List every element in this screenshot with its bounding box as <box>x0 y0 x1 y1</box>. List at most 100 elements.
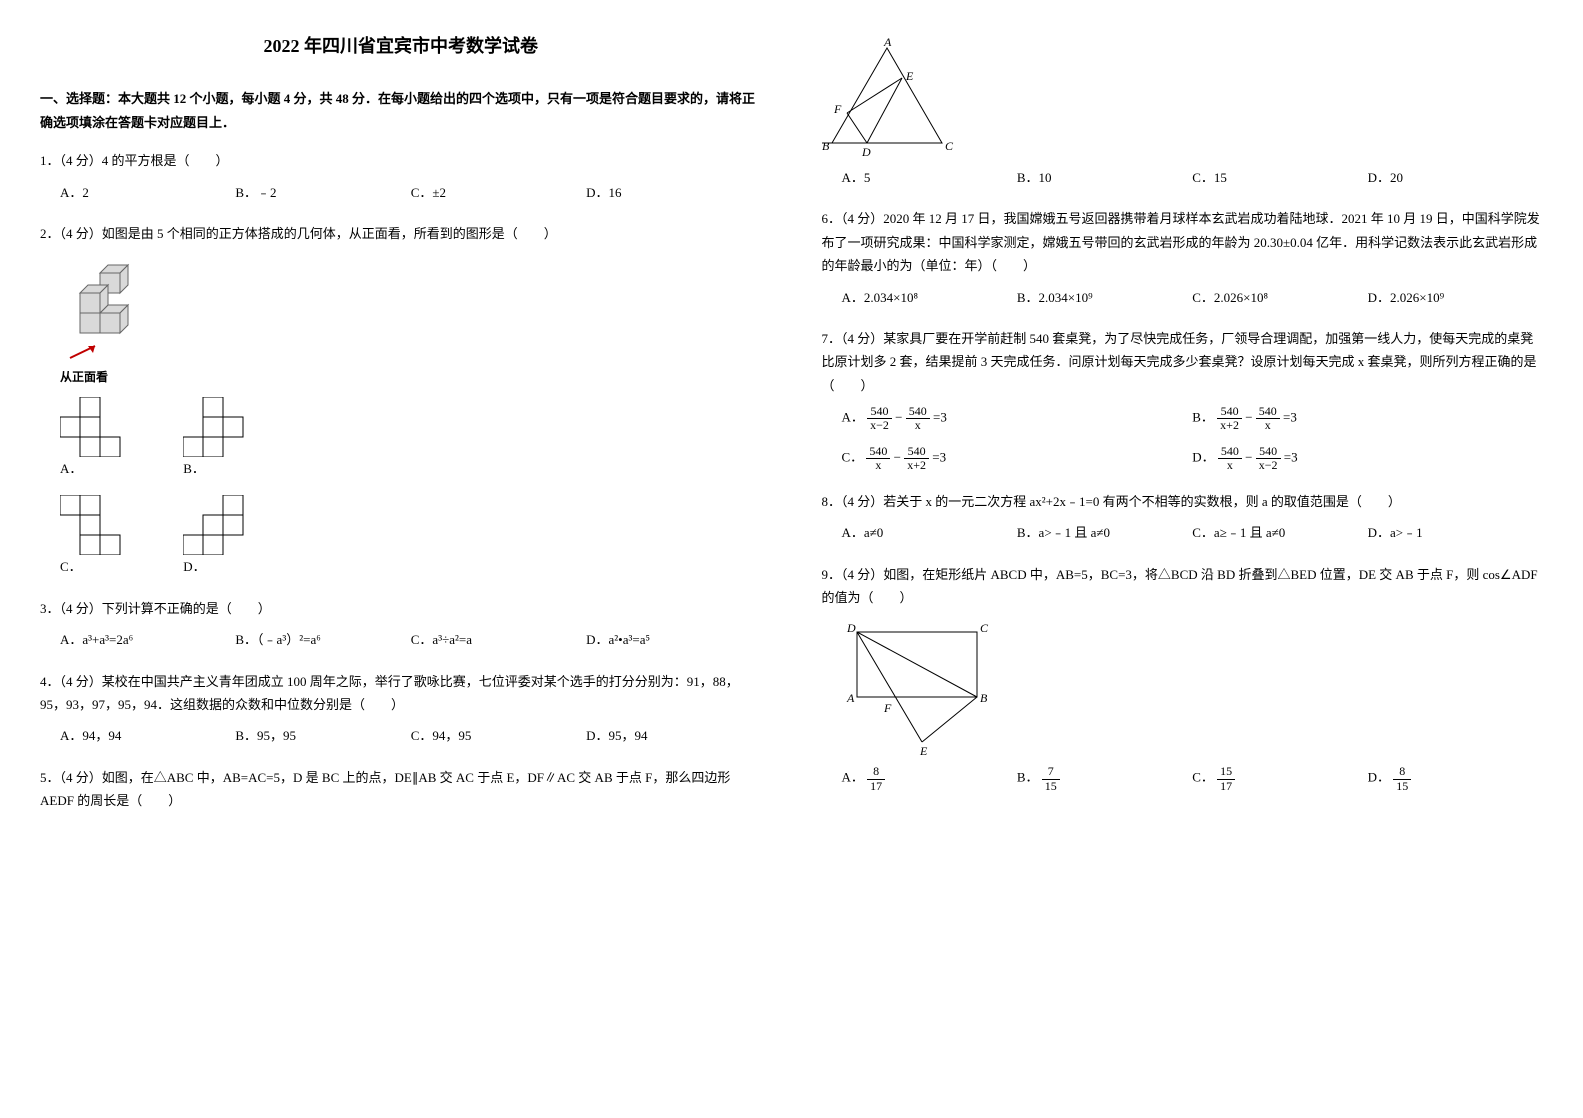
question-8: 8．（4 分）若关于 x 的一元二次方程 ax²+2x﹣1=0 有两个不相等的实… <box>822 490 1544 545</box>
q2-choice-a: A． <box>60 397 140 480</box>
question-6: 6．（4 分）2020 年 12 月 17 日，我国嫦娥五号返回器携带着月球样本… <box>822 207 1544 309</box>
q3-choice-c: C．a³÷a²=a <box>411 628 586 651</box>
q1-choice-d: D．16 <box>586 181 761 204</box>
q9-b-pre: B． <box>1017 770 1039 785</box>
q7-choice-d: D． 540x − 540x−2 =3 <box>1192 445 1543 472</box>
label-a: A <box>883 38 892 49</box>
q9-b-n: 7 <box>1042 765 1060 779</box>
q2-choice-b: B． <box>183 397 263 480</box>
q2-a-label: A． <box>60 461 82 476</box>
q9-label-c: C <box>980 621 989 635</box>
q7-b-n2: 540 <box>1256 405 1280 419</box>
q9-d-d: 15 <box>1393 780 1411 793</box>
q5-text: 5．（4 分）如图，在△ABC 中，AB=AC=5，D 是 BC 上的点，DE∥… <box>40 766 762 813</box>
q7-d-n2: 540 <box>1256 445 1281 459</box>
q9-label-b: B <box>980 691 988 705</box>
q7-choice-a: A． 540x−2 − 540x =3 <box>842 405 1193 432</box>
label-e: E <box>905 69 914 83</box>
q7-c-pre: C． <box>842 449 864 464</box>
q9-choice-c: C． 1517 <box>1192 765 1367 792</box>
q1-choice-a: A．2 <box>60 181 235 204</box>
fold-rectangle-icon: A B C D E F <box>842 617 1002 757</box>
q6-choice-b: B．2.034×10⁹ <box>1017 286 1192 309</box>
q9-choice-b: B． 715 <box>1017 765 1192 792</box>
q6-choice-d: D．2.026×10⁹ <box>1368 286 1543 309</box>
q4-choice-d: D．95，94 <box>586 724 761 747</box>
question-3: 3．（4 分）下列计算不正确的是（ ） A．a³+a³=2a⁶ B．（﹣a³）²… <box>40 597 762 652</box>
q6-choice-a: A．2.034×10⁸ <box>842 286 1017 309</box>
q7-a-eq: =3 <box>933 410 947 425</box>
q7-choice-c: C． 540x − 540x+2 =3 <box>842 445 1193 472</box>
q2-c-label: C． <box>60 559 82 574</box>
q8-choice-d: D．a>﹣1 <box>1368 521 1543 544</box>
q7-b-n1: 540 <box>1217 405 1242 419</box>
q8-choices: A．a≠0 B．a>﹣1 且 a≠0 C．a≥﹣1 且 a≠0 D．a>﹣1 <box>822 521 1544 544</box>
q3-choice-a: A．a³+a³=2a⁶ <box>60 628 235 651</box>
q9-c-pre: C． <box>1192 770 1214 785</box>
q7-d-pre: D． <box>1192 449 1214 464</box>
q4-choice-a: A．94，94 <box>60 724 235 747</box>
q2-choice-d: D． <box>183 495 263 578</box>
label-b: B <box>822 139 830 153</box>
q7-c-d1: x <box>866 459 890 472</box>
q7-d-n1: 540 <box>1218 445 1242 459</box>
q7-a-d2: x <box>906 419 930 432</box>
q7-a-pre: A． <box>842 410 864 425</box>
q5-choice-a: A．5 <box>842 166 1017 189</box>
question-4: 4．（4 分）某校在中国共产主义青年团成立 100 周年之际，举行了歌咏比赛，七… <box>40 670 762 748</box>
q7-a-n1: 540 <box>867 405 892 419</box>
q5-choice-c: C．15 <box>1192 166 1367 189</box>
q9-label-a: A <box>846 691 855 705</box>
q3-choices: A．a³+a³=2a⁶ B．（﹣a³）²=a⁶ C．a³÷a²=a D．a²•a… <box>40 628 762 651</box>
q7-c-n2: 540 <box>904 445 929 459</box>
q1-choices: A．2 B．﹣2 C．±2 D．16 <box>40 181 762 204</box>
left-column: 2022 年四川省宜宾市中考数学试卷 一、选择题：本大题共 12 个小题，每小题… <box>40 30 762 1088</box>
shape-b-icon <box>183 397 263 457</box>
q2-view-label: 从正面看 <box>60 367 762 389</box>
q1-choice-b: B．﹣2 <box>235 181 410 204</box>
q8-choice-a: A．a≠0 <box>842 521 1017 544</box>
question-5: 5．（4 分）如图，在△ABC 中，AB=AC=5，D 是 BC 上的点，DE∥… <box>40 766 762 813</box>
q7-b-pre: B． <box>1192 410 1214 425</box>
q7-a-d1: x−2 <box>867 419 892 432</box>
right-column: A B C D E F A．5 B．10 C．15 D．20 6．（4 分）20… <box>822 30 1544 1088</box>
q5-figure: A B C D E F <box>822 38 1544 158</box>
q3-choice-b: B．（﹣a³）²=a⁶ <box>235 628 410 651</box>
q9-d-n: 8 <box>1393 765 1411 779</box>
q9-c-n: 15 <box>1217 765 1235 779</box>
q7-b-d2: x <box>1256 419 1280 432</box>
label-c: C <box>945 139 954 153</box>
q7-b-eq: =3 <box>1283 410 1297 425</box>
q7-text: 7．（4 分）某家具厂要在开学前赶制 540 套桌凳，为了尽快完成任务，厂领导合… <box>822 327 1544 397</box>
label-f: F <box>833 102 842 116</box>
q7-choices: A． 540x−2 − 540x =3 B． 540x+2 − 540x =3 … <box>822 405 1544 472</box>
question-7: 7．（4 分）某家具厂要在开学前赶制 540 套桌凳，为了尽快完成任务，厂领导合… <box>822 327 1544 472</box>
q7-d-d2: x−2 <box>1256 459 1281 472</box>
label-d: D <box>861 145 871 158</box>
question-9: 9．（4 分）如图，在矩形纸片 ABCD 中，AB=5，BC=3，将△BCD 沿… <box>822 563 1544 793</box>
q9-figure: A B C D E F <box>822 617 1544 757</box>
q9-choices: A． 817 B． 715 C． 1517 D． 815 <box>822 765 1544 792</box>
q5-choice-d: D．20 <box>1368 166 1543 189</box>
q2-text: 2．（4 分）如图是由 5 个相同的正方体搭成的几何体，从正面看，所看到的图形是… <box>40 222 762 245</box>
q9-choice-d: D． 815 <box>1368 765 1543 792</box>
q9-text: 9．（4 分）如图，在矩形纸片 ABCD 中，AB=5，BC=3，将△BCD 沿… <box>822 563 1544 610</box>
cube-assembly-icon <box>60 253 150 343</box>
q7-b-d1: x+2 <box>1217 419 1242 432</box>
q6-choices: A．2.034×10⁸ B．2.034×10⁹ C．2.026×10⁸ D．2.… <box>822 286 1544 309</box>
triangle-abc-icon: A B C D E F <box>822 38 962 158</box>
q9-label-f: F <box>883 701 892 715</box>
q9-choice-a: A． 817 <box>842 765 1017 792</box>
q2-choices: A． B． <box>40 397 762 579</box>
q2-isometric-figure: 从正面看 <box>40 253 762 389</box>
q9-label-e: E <box>919 744 928 757</box>
shape-d-icon <box>183 495 263 555</box>
q2-choice-c: C． <box>60 495 140 578</box>
q7-d-eq: =3 <box>1284 449 1298 464</box>
shape-a-icon <box>60 397 140 457</box>
q2-d-label: D． <box>183 559 205 574</box>
q6-text: 6．（4 分）2020 年 12 月 17 日，我国嫦娥五号返回器携带着月球样本… <box>822 207 1544 277</box>
q1-text: 1．（4 分）4 的平方根是（ ） <box>40 149 762 172</box>
q8-choice-b: B．a>﹣1 且 a≠0 <box>1017 521 1192 544</box>
q9-c-d: 17 <box>1217 780 1235 793</box>
